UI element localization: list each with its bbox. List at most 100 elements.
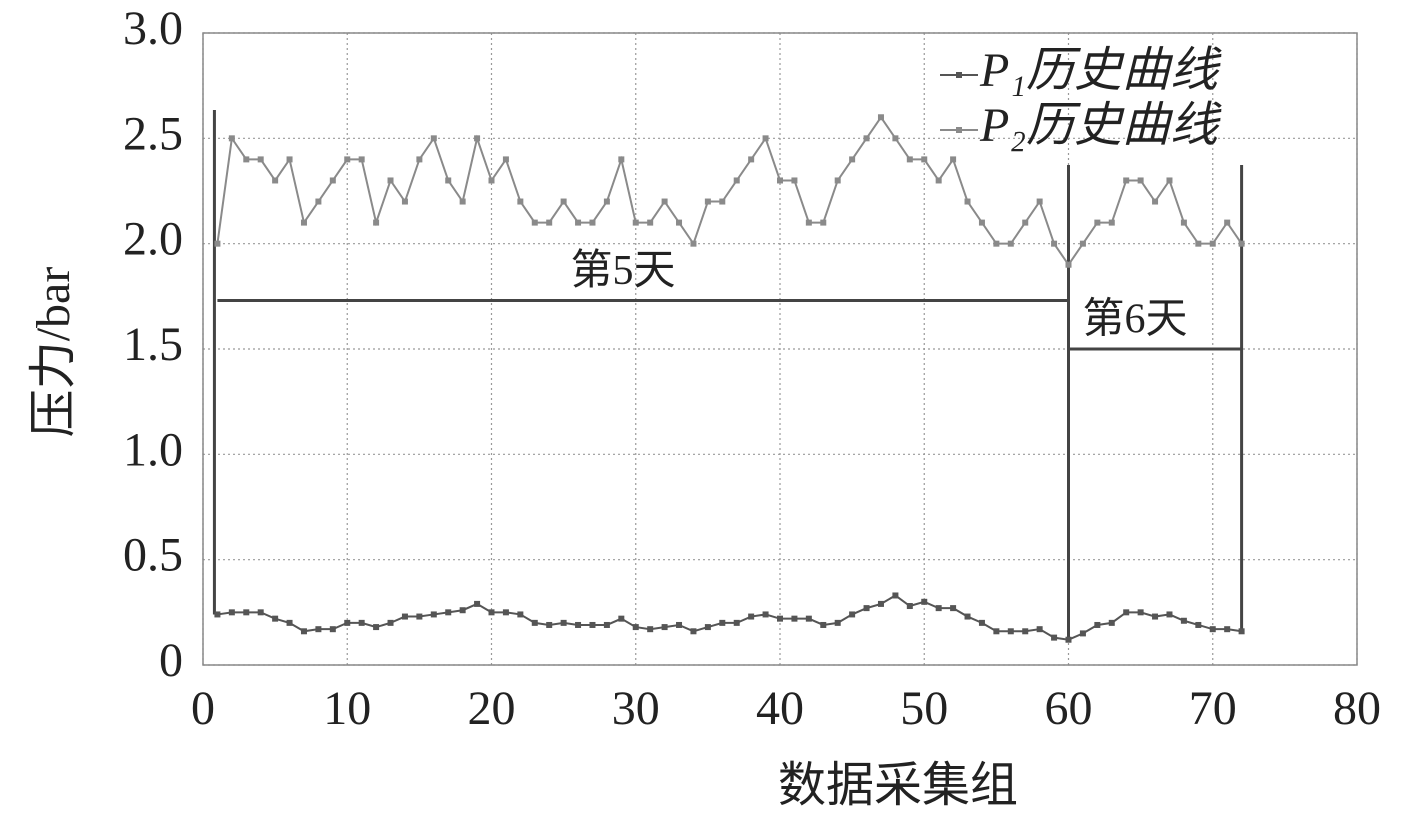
point	[344, 156, 351, 163]
point	[805, 615, 812, 622]
annotation-text: 第5天	[570, 248, 675, 294]
point	[1036, 626, 1043, 633]
point	[1022, 628, 1029, 635]
point	[1051, 634, 1058, 641]
point	[546, 219, 553, 226]
point	[214, 611, 221, 618]
x-tick-label: 70	[1189, 682, 1237, 735]
point	[935, 605, 942, 612]
point	[1065, 261, 1072, 268]
x-tick-label: 30	[612, 682, 660, 735]
point	[632, 624, 639, 631]
point	[373, 624, 380, 631]
point	[618, 156, 625, 163]
point	[964, 198, 971, 205]
x-tick-label: 20	[468, 682, 516, 735]
point	[647, 626, 654, 633]
point	[603, 198, 610, 205]
point	[877, 600, 884, 607]
point	[1238, 628, 1245, 635]
point	[286, 156, 293, 163]
point	[373, 219, 380, 226]
legend-label: P₁历史曲线	[979, 44, 1222, 97]
point	[1022, 219, 1029, 226]
point	[849, 156, 856, 163]
y-tick-label: 0.5	[123, 529, 183, 582]
point	[531, 619, 538, 626]
point	[618, 615, 625, 622]
point	[892, 592, 899, 599]
point	[647, 219, 654, 226]
point	[805, 219, 812, 226]
point	[704, 198, 711, 205]
annotation-text: 第6天	[1083, 297, 1188, 343]
point	[978, 619, 985, 626]
point	[1152, 198, 1159, 205]
point	[690, 628, 697, 635]
x-tick-label: 60	[1045, 682, 1093, 735]
point	[589, 219, 596, 226]
point	[1079, 240, 1086, 247]
point	[748, 613, 755, 620]
point	[300, 219, 307, 226]
point	[950, 605, 957, 612]
point	[777, 615, 783, 622]
point	[1137, 177, 1144, 184]
point	[1209, 626, 1216, 633]
y-tick-label: 3.0	[123, 2, 183, 55]
y-tick-label: 1.5	[123, 318, 183, 371]
point	[1209, 240, 1216, 247]
point	[1094, 219, 1101, 226]
point	[1180, 219, 1187, 226]
point	[474, 600, 481, 607]
point	[531, 219, 538, 226]
series-line	[216, 115, 1243, 267]
point	[719, 198, 726, 205]
point	[589, 621, 596, 628]
point	[430, 611, 437, 618]
point	[661, 198, 668, 205]
point	[964, 613, 971, 620]
point	[1051, 240, 1058, 247]
x-tick-label: 10	[323, 682, 371, 735]
point	[272, 615, 279, 622]
point	[416, 156, 423, 163]
point	[863, 605, 870, 612]
point	[315, 198, 322, 205]
point	[488, 609, 495, 616]
point	[676, 621, 683, 628]
point	[1094, 621, 1101, 628]
point	[1036, 198, 1043, 205]
point	[575, 219, 582, 226]
point	[1137, 609, 1144, 616]
point	[459, 198, 466, 205]
point	[286, 619, 293, 626]
point	[243, 609, 250, 616]
point	[560, 619, 567, 626]
point	[1195, 621, 1202, 628]
point	[560, 198, 567, 205]
point	[1007, 240, 1014, 247]
point	[1166, 611, 1173, 618]
point	[502, 609, 509, 616]
y-tick-label: 2.5	[123, 107, 183, 160]
x-tick-label: 0	[191, 682, 215, 735]
point	[474, 135, 481, 142]
point	[228, 135, 235, 142]
point	[820, 621, 827, 628]
point	[459, 607, 466, 614]
point	[892, 135, 899, 142]
point	[935, 177, 942, 184]
point	[1224, 219, 1231, 226]
point	[329, 626, 336, 633]
point	[719, 619, 726, 626]
series-line	[217, 594, 1242, 641]
point	[733, 177, 740, 184]
point	[401, 613, 408, 620]
point	[849, 611, 856, 618]
point	[575, 621, 582, 628]
point	[315, 626, 322, 633]
point	[906, 156, 913, 163]
